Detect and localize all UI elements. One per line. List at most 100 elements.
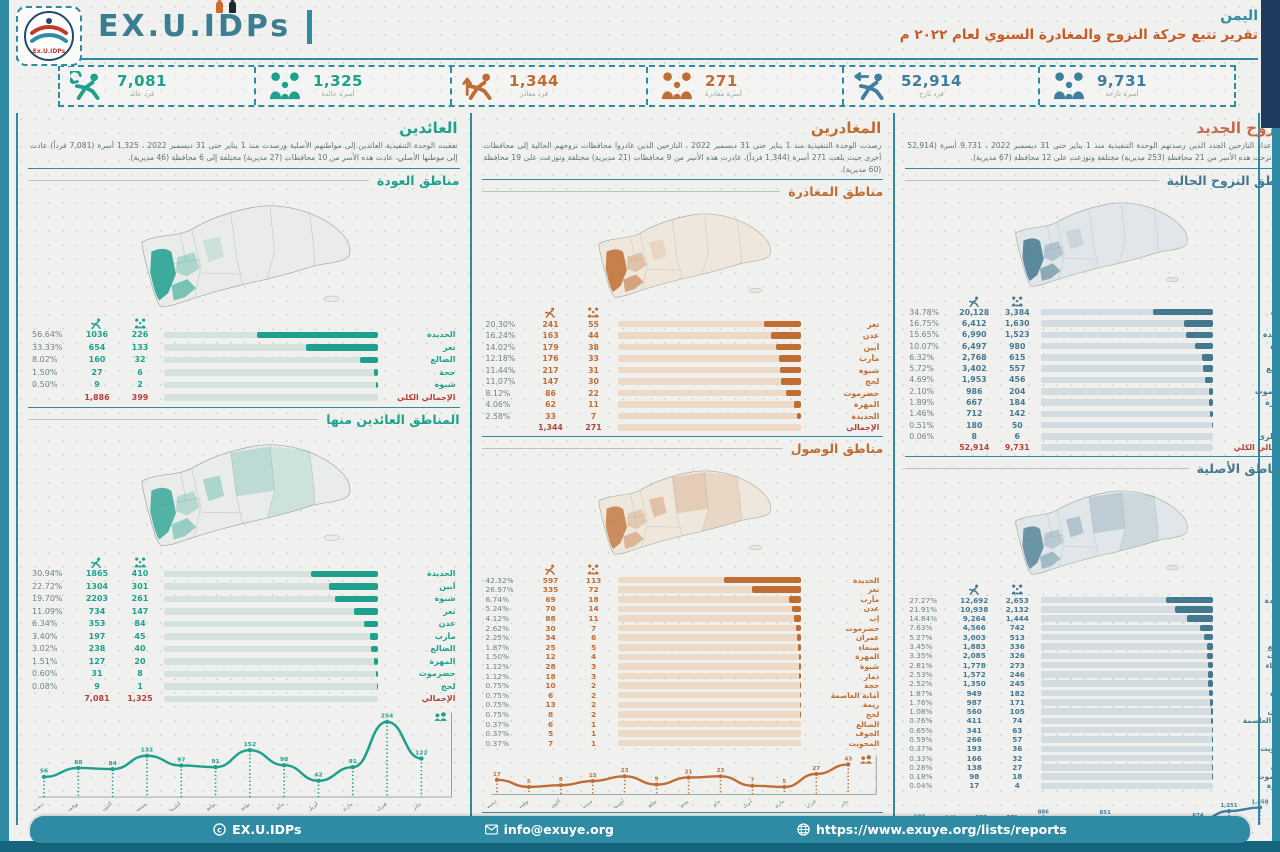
svg-text:مايو: مايو xyxy=(274,801,286,811)
svg-text:9: 9 xyxy=(654,777,658,783)
arrival-areas-table: 42.32% 597 113 الحديدة 26.97% 335 72 تعز 6.74% 69… xyxy=(484,562,882,748)
footer-brand: c EX.U.IDPs xyxy=(213,822,301,837)
svg-text:17: 17 xyxy=(493,772,501,778)
svg-text:ديسمبر: ديسمبر xyxy=(482,799,498,808)
svg-text:يونيو: يونيو xyxy=(677,798,690,808)
svg-text:سبتمبر: سبتمبر xyxy=(578,799,594,808)
footer-email[interactable]: info@exuye.org xyxy=(484,822,614,837)
table-row: 0.33%16632عدن xyxy=(907,753,1280,763)
table-row: 1.51% 127 20 المهرة xyxy=(32,656,456,666)
svg-text:يناير: يناير xyxy=(838,798,850,808)
stat-فرد نازح: 52,914 فرد نازح xyxy=(842,67,1038,105)
svg-text:23: 23 xyxy=(716,768,724,774)
person-icon xyxy=(854,72,884,100)
table-row: 2.81%1,778273البيضاء xyxy=(907,660,1280,670)
origin-areas-map xyxy=(905,477,1280,581)
svg-text:5: 5 xyxy=(782,779,786,785)
person-icon xyxy=(70,71,100,100)
stat-label: أسرة نازحة xyxy=(1105,90,1139,99)
individuals-icon xyxy=(951,584,997,596)
logo-text: Ex.U.IDPs xyxy=(33,48,66,55)
svg-text:27: 27 xyxy=(812,766,820,772)
left-edge-strip xyxy=(0,0,9,852)
table-row: 5.27%3,003513إب xyxy=(907,633,1280,642)
table-row: 33.33% 654 133 تعز xyxy=(32,342,456,352)
returnees-intro: تعقبت الوحدة التنفيذية العائدين إلى مواط… xyxy=(30,141,458,162)
stat-value: 271 xyxy=(705,71,738,90)
country-label: اليمن xyxy=(1220,8,1258,24)
stat-فرد عائد: 7,081 فرد عائد xyxy=(60,67,254,105)
table-row: 0.76%41174أمانة العاصمة xyxy=(909,716,1280,726)
yemen-map-svg xyxy=(141,444,351,547)
returned-from-table: 30.94% 1865 410 الحديدة 22.72% 1304 301 أبين 19.… xyxy=(30,555,458,706)
svg-text:أغسطس: أغسطس xyxy=(606,797,626,808)
svg-text:نوفمبر: نوفمبر xyxy=(514,799,529,808)
bottom-strip xyxy=(0,841,1280,852)
stat-value: 1,325 xyxy=(313,71,363,90)
stat-value: 7,081 xyxy=(117,71,167,90)
table-row: 3.35%2,085326الجوف xyxy=(907,651,1280,660)
returnees-monthly-chart: 122 يناير 254 فبراير 91 مارس 42 أبريل 98 مايو 152 ي… xyxy=(28,707,460,811)
stat-label: أسرة مغادرة xyxy=(705,90,742,99)
table-row: 4.69%1,953456عدن xyxy=(907,374,1280,385)
svg-text:97: 97 xyxy=(177,757,185,763)
table-row: 1.12% 18 3 ذمار xyxy=(485,671,880,681)
stat-label: فرد نازح xyxy=(919,90,944,99)
table-row: 0.75% 13 2 ريمة xyxy=(485,700,880,710)
table-row: 6.74% 69 18 مأرب xyxy=(485,594,880,604)
svg-text:فبراير: فبراير xyxy=(803,798,818,808)
families-icon xyxy=(574,307,614,318)
table-row: 0.51%18050حجة xyxy=(907,420,1280,431)
header: Ex.U.IDPs EX.U.IDPs اليمن تقرير تتبع حرك… xyxy=(16,0,1258,66)
current-displacement-map xyxy=(905,189,1280,293)
individuals-icon xyxy=(74,318,120,329)
svg-text:84: 84 xyxy=(108,761,116,767)
svg-text:886: 886 xyxy=(1038,809,1050,815)
table-row: 11.09% 734 147 تعز xyxy=(32,606,456,616)
family-icon xyxy=(270,72,300,100)
section-title-returned-from: المناطق العائدين منها xyxy=(326,411,460,427)
individuals-icon xyxy=(74,557,120,568)
table-total-row: 7,081 1,325 الإجمالي xyxy=(84,694,456,704)
table-row: 0.75% 6 2 أمانة العاصمة xyxy=(485,690,880,700)
svg-text:98: 98 xyxy=(280,757,288,763)
yemen-map-svg xyxy=(597,470,771,556)
table-row: 26.97% 335 72 تعز xyxy=(485,585,880,595)
table-row: 1.50% 27 6 حجة xyxy=(32,367,456,377)
table-row: 14.02% 179 38 أبين xyxy=(485,342,880,352)
departure-areas-map xyxy=(482,200,884,304)
table-row: 3.40% 197 45 مأرب xyxy=(32,631,456,641)
table-row: 0.37%19336المحويت xyxy=(909,744,1280,754)
table-row: 1.50% 12 4 المهرة xyxy=(485,652,880,662)
table-row: 56.64% 1036 226 الحديدة xyxy=(32,330,456,340)
section-title-departure-areas: مناطق المغادرة xyxy=(788,184,884,200)
departures-monthly-chart: 43 يناير 27 فبراير 5 مارس 7 أبريل 23 مايو 21 يونيو 9… xyxy=(482,750,884,808)
table-row: 1.76%987171حجة xyxy=(907,698,1280,707)
svg-text:نوفمبر: نوفمبر xyxy=(63,802,79,812)
svg-text:5: 5 xyxy=(526,779,530,785)
origin-areas-table: 27.27%12,6922,653الحديدة21.91%10,9382,13… xyxy=(907,582,1280,790)
table-row: 16.24% 163 44 عدن xyxy=(485,331,880,341)
table-row: 42.32% 597 113 الحديدة xyxy=(485,575,880,585)
report-title: تقرير تتبع حركة النزوح والمغادرة السنوي … xyxy=(899,27,1258,43)
footer-url-link[interactable]: https://www.exuye.org/lists/reports xyxy=(797,822,1067,837)
svg-text:سبتمبر: سبتمبر xyxy=(131,802,148,812)
departures-intro: رصدت الوحدة التنفيذية منذ 1 يناير حتى 31… xyxy=(483,141,882,174)
table-row: 6.32%2,768615أبين xyxy=(907,352,1280,363)
svg-text:يوليو: يوليو xyxy=(645,798,658,808)
table-row: 2.10%986204حضرموت xyxy=(909,386,1280,396)
displacement-title: النزوح الجديد xyxy=(1196,119,1280,137)
yemen-map-svg xyxy=(1015,491,1188,576)
families-icon xyxy=(120,557,160,568)
returned-from-map xyxy=(28,428,460,554)
right-edge-strip xyxy=(1272,0,1280,852)
table-row: 20.30% 241 55 تعز xyxy=(485,319,880,329)
svg-text:ديسمبر: ديسمبر xyxy=(28,801,46,811)
table-row: 11.44% 217 31 شبوة xyxy=(485,365,880,375)
table-row: 5.72%3,402557الضالع xyxy=(907,363,1280,374)
table-row: 0.04%174المهرة xyxy=(907,781,1280,790)
table-row: 2.25% 34 6 عمران xyxy=(485,633,880,643)
